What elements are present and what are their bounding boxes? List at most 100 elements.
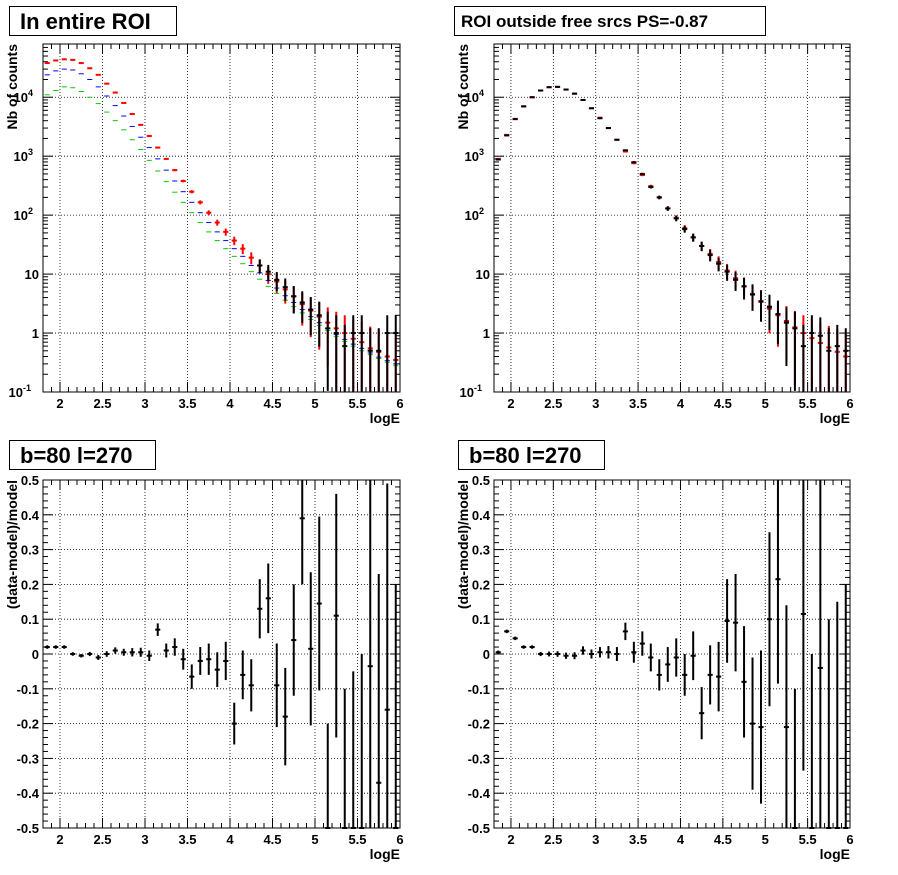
x-tick-label: 4	[226, 832, 234, 847]
data-point	[308, 297, 314, 336]
x-tick-label: 6	[846, 396, 853, 411]
y-tick-label: 104	[14, 88, 33, 105]
data-point	[206, 643, 212, 675]
data-point	[129, 112, 135, 115]
data-point	[682, 225, 688, 233]
x-tick-label: 4.5	[714, 832, 732, 847]
x-tick-label: 5	[311, 832, 318, 847]
x-tick-label: 2	[507, 832, 514, 847]
data-point	[775, 480, 781, 684]
data-point	[699, 241, 705, 252]
data-point	[359, 315, 365, 392]
data-point	[843, 328, 849, 392]
data-point	[783, 605, 789, 828]
data-point	[121, 101, 127, 104]
data-point	[597, 117, 603, 120]
y-tick-label: 1	[32, 326, 39, 341]
data-point	[129, 648, 135, 657]
data-point	[231, 236, 237, 246]
data-point	[521, 105, 527, 108]
x-tick-label: 4	[226, 396, 234, 411]
x-tick-label: 6	[846, 832, 853, 847]
y-tick-label: 104	[465, 88, 484, 105]
y-tick-label: -0.3	[468, 751, 490, 766]
data-point	[146, 135, 152, 138]
data-point	[758, 650, 764, 804]
x-axis-label: logE	[370, 846, 400, 862]
data-point	[78, 654, 84, 658]
data-point	[639, 172, 645, 176]
data-point	[393, 315, 399, 392]
y-tick-label: -0.1	[17, 682, 39, 697]
series-0	[495, 480, 849, 829]
data-point	[800, 324, 806, 392]
data-point	[316, 516, 322, 691]
data-point	[282, 278, 288, 301]
data-point	[521, 645, 527, 649]
series-1	[495, 85, 849, 392]
data-point	[622, 149, 628, 152]
series-layer	[44, 480, 399, 829]
y-tick-label: 10-1	[460, 383, 482, 400]
data-point	[716, 257, 722, 272]
data-point	[359, 654, 365, 829]
data-point	[775, 300, 781, 345]
data-point	[240, 244, 246, 255]
chart-title: b=80 l=270	[469, 443, 582, 468]
data-point	[197, 647, 203, 675]
y-tick-label: 0	[483, 647, 490, 662]
data-point	[189, 664, 195, 689]
x-tick-label: 3	[592, 832, 599, 847]
series-layer	[495, 85, 849, 392]
x-tick-label: 3	[141, 832, 148, 847]
data-point	[580, 98, 586, 101]
data-point	[282, 667, 288, 766]
data-point	[749, 284, 756, 311]
data-point	[70, 652, 76, 656]
chart-title: b=80 l=270	[20, 443, 133, 468]
y-tick-label: -0.4	[17, 786, 40, 801]
data-point	[367, 328, 373, 392]
x-tick-label: 6	[396, 396, 403, 411]
data-point	[325, 311, 331, 391]
x-tick-label: 3.5	[629, 396, 647, 411]
data-point	[308, 572, 314, 726]
data-point	[376, 328, 382, 392]
grid	[43, 480, 400, 828]
data-point	[817, 317, 823, 392]
series-2	[44, 86, 399, 367]
y-tick-label: 102	[465, 206, 484, 223]
data-point	[342, 688, 348, 829]
x-tick-label: 5.5	[348, 396, 366, 411]
series-3	[257, 259, 399, 392]
x-axis-label: logE	[820, 410, 850, 426]
ticks	[42, 43, 401, 393]
data-point	[614, 138, 620, 141]
data-point	[741, 626, 747, 738]
data-point	[104, 651, 110, 657]
data-point	[112, 647, 118, 654]
x-tick-label: 3.5	[178, 832, 196, 847]
data-point	[766, 294, 773, 330]
data-point	[834, 601, 840, 829]
y-tick-label: -0.2	[468, 717, 490, 732]
y-tick-label: 0.4	[472, 508, 491, 523]
data-point	[197, 200, 203, 205]
data-point	[648, 185, 654, 189]
data-point	[333, 493, 339, 738]
data-point	[87, 651, 93, 657]
y-tick-label: 1	[483, 326, 490, 341]
data-point	[766, 532, 773, 707]
data-point	[605, 645, 611, 659]
data-point	[699, 687, 705, 740]
data-point	[274, 643, 280, 728]
data-point	[248, 659, 254, 712]
y-tick-label: 102	[14, 206, 33, 223]
data-point	[665, 206, 671, 211]
data-point	[826, 328, 832, 392]
data-point	[809, 315, 815, 392]
data-point	[257, 579, 263, 639]
y-tick-label: 0.5	[472, 473, 490, 488]
x-axis-label: logE	[370, 410, 400, 426]
